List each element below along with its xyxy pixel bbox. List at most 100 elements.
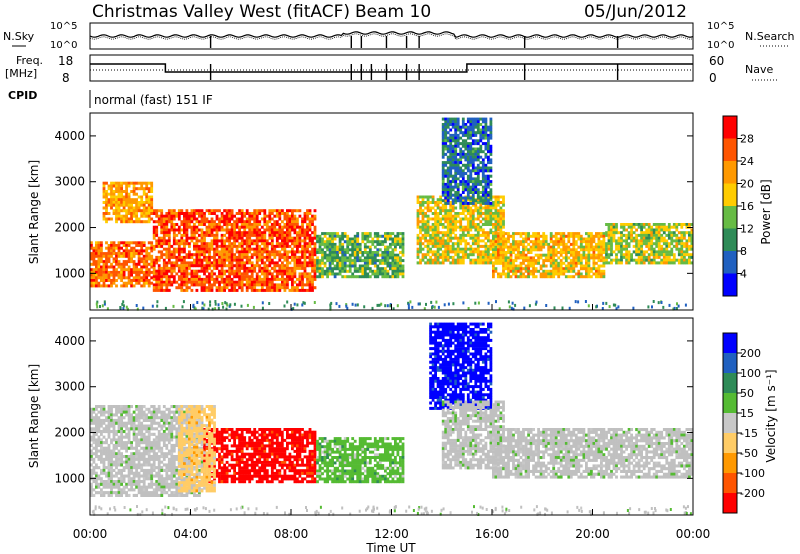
heatmap-cell <box>547 245 551 249</box>
heatmap-cell <box>316 240 319 244</box>
heatmap-cell <box>177 242 181 246</box>
heatmap-cell <box>208 266 211 270</box>
heatmap-cell <box>449 152 453 156</box>
heatmap-cell <box>281 239 284 243</box>
heatmap-cell <box>371 269 375 273</box>
heatmap-cell <box>489 152 493 156</box>
heatmap-cell <box>200 261 204 265</box>
heatmap-cell <box>245 269 249 273</box>
heatmap-cell <box>92 257 96 261</box>
heatmap-cell <box>268 288 272 292</box>
heatmap-cell <box>248 286 252 290</box>
heatmap-cell <box>323 269 327 273</box>
heatmap-cell <box>175 212 179 215</box>
heatmap-cell <box>489 158 493 162</box>
heatmap-cell <box>230 250 234 254</box>
heatmap-cell <box>366 237 370 241</box>
heatmap-cell <box>203 303 206 307</box>
heatmap-cell <box>270 258 274 262</box>
heatmap-cell <box>662 255 666 259</box>
heatmap-cell <box>198 258 201 262</box>
heatmap-cell <box>690 244 694 248</box>
heatmap-cell <box>303 217 307 221</box>
heatmap-cell <box>424 233 427 237</box>
heatmap-cell <box>474 169 478 173</box>
heatmap-cell <box>351 240 355 244</box>
heatmap-cell <box>527 269 530 273</box>
heatmap-cell <box>444 123 448 126</box>
heatmap-cell <box>431 239 435 243</box>
heatmap-cell <box>281 242 284 246</box>
heatmap-cell <box>200 280 204 284</box>
heatmap-cell <box>238 231 241 235</box>
heatmap-cell <box>326 269 329 273</box>
heatmap-cell <box>527 234 530 238</box>
heatmap-cell <box>321 242 324 246</box>
heatmap-cell <box>338 264 342 268</box>
heatmap-cell <box>630 255 633 259</box>
heatmap-cell <box>489 214 493 218</box>
heatmap-cell <box>647 261 651 265</box>
heatmap-cell <box>542 261 546 265</box>
heatmap-cell <box>544 259 548 263</box>
heatmap-cell <box>110 241 113 245</box>
heatmap-cell <box>220 288 224 292</box>
heatmap-cell <box>268 212 272 215</box>
heatmap-cell <box>476 125 480 129</box>
heatmap-cell <box>585 256 588 260</box>
heatmap-cell <box>328 242 332 246</box>
heatmap-cell <box>456 136 460 140</box>
heatmap-cell <box>451 217 455 221</box>
heatmap-cell <box>210 239 214 243</box>
heatmap-cell <box>338 237 342 241</box>
heatmap-cell <box>637 223 641 226</box>
heatmap-cell <box>338 261 342 265</box>
heatmap-cell <box>260 277 264 281</box>
heatmap-cell <box>527 272 530 276</box>
heatmap-cell <box>220 255 224 259</box>
heatmap-cell <box>243 266 247 270</box>
heatmap-cell <box>431 217 435 221</box>
heatmap-cell <box>283 288 287 292</box>
heatmap-cell <box>471 217 475 221</box>
heatmap-cell <box>296 250 299 254</box>
heatmap-cell <box>657 231 661 235</box>
heatmap-cell <box>471 117 475 121</box>
heatmap-cell <box>356 232 360 236</box>
heatmap-cell <box>484 206 488 210</box>
heatmap-cell <box>444 174 448 178</box>
heatmap-cell <box>313 225 317 229</box>
heatmap-cell <box>562 237 566 241</box>
heatmap-cell <box>424 261 427 265</box>
heatmap-cell <box>225 275 229 279</box>
heatmap-cell <box>371 237 375 241</box>
heatmap-cell <box>446 191 450 194</box>
heatmap-cell <box>569 232 573 236</box>
heatmap-cell <box>228 266 231 270</box>
heatmap-cell <box>650 233 654 237</box>
heatmap-cell <box>180 209 184 213</box>
heatmap-cell <box>286 209 289 213</box>
heatmap-cell <box>399 251 402 254</box>
heatmap-cell <box>401 248 405 252</box>
heatmap-cell <box>167 275 171 279</box>
heatmap-cell <box>220 242 224 246</box>
heatmap-cell <box>451 123 455 126</box>
heatmap-cell <box>446 139 450 143</box>
heatmap-cell <box>208 258 211 262</box>
heatmap-cell <box>559 261 563 265</box>
heatmap-cell <box>426 220 430 224</box>
heatmap-cell <box>373 256 377 260</box>
heatmap-cell <box>140 214 144 218</box>
heatmap-cell <box>552 256 556 260</box>
heatmap-cell <box>172 277 176 281</box>
heatmap-cell <box>260 266 264 270</box>
heatmap-cell <box>456 188 460 192</box>
heatmap-cell <box>165 280 169 284</box>
heatmap-cell <box>115 206 118 210</box>
heatmap-cell <box>127 260 131 264</box>
heatmap-cell <box>127 212 131 215</box>
heatmap-cell <box>265 277 269 281</box>
heatmap-cell <box>434 223 437 226</box>
heatmap-cell <box>464 253 468 257</box>
